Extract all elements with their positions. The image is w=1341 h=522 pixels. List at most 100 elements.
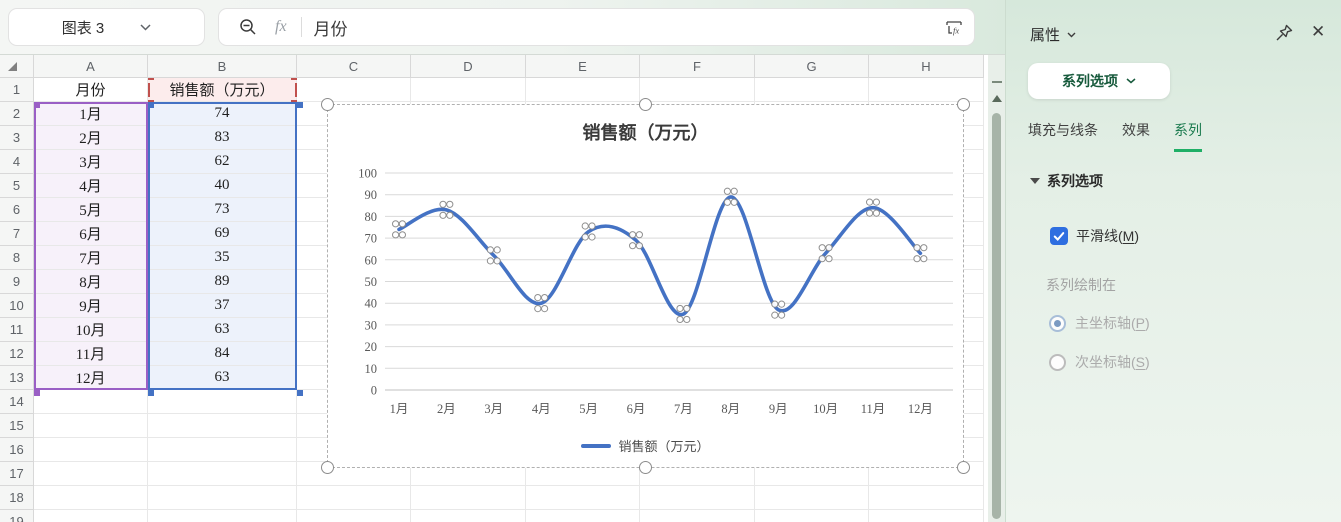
cell[interactable]: 11月	[34, 342, 148, 366]
data-point-selection-handle[interactable]	[676, 315, 684, 324]
data-point-selection-handle[interactable]	[398, 220, 407, 228]
data-point-selection-handle[interactable]	[541, 294, 549, 302]
row-header[interactable]: 3	[0, 126, 34, 150]
column-header[interactable]: A	[34, 55, 148, 78]
row-header[interactable]: 12	[0, 342, 34, 366]
data-point-selection-handle[interactable]	[581, 233, 589, 241]
chart-resize-handle[interactable]	[639, 98, 652, 111]
row-header[interactable]: 15	[0, 414, 34, 438]
fx-icon[interactable]: fx	[275, 18, 287, 35]
chart-resize-handle[interactable]	[957, 98, 970, 111]
cell[interactable]	[526, 486, 640, 510]
tab-fill-and-line[interactable]: 填充与线条	[1028, 122, 1098, 138]
data-point-selection-handle[interactable]	[439, 200, 447, 208]
data-point-selection-handle[interactable]	[446, 211, 454, 219]
column-header[interactable]: G	[755, 55, 869, 78]
cell[interactable]: 12月	[34, 366, 148, 390]
column-header[interactable]: H	[869, 55, 984, 78]
data-point-selection-handle[interactable]	[866, 198, 874, 206]
scroll-up-button[interactable]	[992, 95, 1002, 102]
cell[interactable]	[34, 462, 148, 486]
data-point-selection-handle[interactable]	[730, 198, 738, 206]
data-point-selection-handle[interactable]	[872, 209, 881, 217]
data-point-selection-handle[interactable]	[818, 244, 826, 252]
data-point-selection-handle[interactable]	[920, 244, 928, 252]
row-header[interactable]: 10	[0, 294, 34, 318]
cell[interactable]: 10月	[34, 318, 148, 342]
data-point-selection-handle[interactable]	[913, 255, 921, 263]
data-point-selection-handle[interactable]	[486, 246, 494, 254]
series-options-dropdown[interactable]: 系列选项	[1028, 63, 1170, 99]
data-point-selection-handle[interactable]	[581, 222, 589, 230]
cell[interactable]	[148, 438, 297, 462]
column-header[interactable]: F	[640, 55, 755, 78]
cell[interactable]: 89	[148, 270, 297, 294]
scrollbar-thumb[interactable]	[992, 113, 1001, 519]
chart-resize-handle[interactable]	[321, 98, 334, 111]
close-icon[interactable]: ✕	[1311, 22, 1326, 41]
data-point-selection-handle[interactable]	[439, 211, 447, 219]
pin-icon[interactable]	[1274, 23, 1294, 48]
smooth-line-option[interactable]: 平滑线(M)	[1050, 226, 1139, 246]
cell[interactable]: 35	[148, 246, 297, 270]
cell[interactable]	[755, 510, 869, 522]
cell[interactable]	[869, 510, 984, 522]
tab-effects[interactable]: 效果	[1122, 122, 1150, 138]
row-header[interactable]: 7	[0, 222, 34, 246]
cell[interactable]: 84	[148, 342, 297, 366]
data-point-selection-handle[interactable]	[629, 242, 637, 250]
cell[interactable]	[411, 486, 526, 510]
cell[interactable]: 62	[148, 150, 297, 174]
row-header[interactable]: 1	[0, 78, 34, 102]
column-header[interactable]: D	[411, 55, 526, 78]
vertical-scrollbar[interactable]	[988, 55, 1005, 522]
spreadsheet-grid[interactable]: 63 12月 84 11月 63 10月 37 9月 89 8月 35 7月 69 6月 73 5月 40 4月 6…	[0, 55, 988, 522]
cell[interactable]	[297, 510, 411, 522]
select-all-corner[interactable]	[0, 55, 34, 78]
cell[interactable]	[34, 438, 148, 462]
cell[interactable]	[640, 510, 755, 522]
cell[interactable]	[297, 78, 411, 102]
cell[interactable]: 9月	[34, 294, 148, 318]
cell[interactable]: 37	[148, 294, 297, 318]
data-point-selection-handle[interactable]	[683, 315, 691, 324]
row-header[interactable]: 14	[0, 390, 34, 414]
cell[interactable]	[640, 486, 755, 510]
cell[interactable]: 83	[148, 126, 297, 150]
row-header[interactable]: 4	[0, 150, 34, 174]
cell[interactable]: 63	[148, 318, 297, 342]
cell[interactable]	[526, 510, 640, 522]
formula-bar[interactable]: fx 月份 fx	[218, 8, 975, 46]
data-point-selection-handle[interactable]	[872, 198, 881, 206]
data-point-selection-handle[interactable]	[723, 187, 731, 195]
panel-title[interactable]: 属性	[1030, 24, 1076, 45]
checkbox-checked-icon[interactable]	[1050, 227, 1068, 245]
cell[interactable]: 40	[148, 174, 297, 198]
cell[interactable]	[34, 510, 148, 522]
data-point-selection-handle[interactable]	[588, 222, 596, 230]
cell[interactable]	[148, 390, 297, 414]
cell[interactable]: 7月	[34, 246, 148, 270]
data-point-selection-handle[interactable]	[534, 305, 542, 313]
cell[interactable]	[34, 390, 148, 414]
data-point-selection-handle[interactable]	[541, 305, 549, 313]
data-point-selection-handle[interactable]	[778, 300, 786, 308]
cell[interactable]	[148, 414, 297, 438]
data-point-selection-handle[interactable]	[486, 257, 494, 265]
row-header[interactable]: 16	[0, 438, 34, 462]
row-header[interactable]: 6	[0, 198, 34, 222]
data-point-selection-handle[interactable]	[778, 311, 786, 319]
data-point-selection-handle[interactable]	[588, 233, 596, 241]
cell[interactable]	[640, 78, 755, 102]
data-point-selection-handle[interactable]	[825, 244, 833, 252]
data-point-selection-handle[interactable]	[866, 209, 874, 217]
cell[interactable]	[34, 486, 148, 510]
cell[interactable]: 销售额（万元）	[148, 78, 297, 102]
cell[interactable]: 6月	[34, 222, 148, 246]
data-point-selection-handle[interactable]	[723, 198, 731, 206]
data-point-selection-handle[interactable]	[392, 220, 400, 228]
data-point-selection-handle[interactable]	[398, 231, 407, 239]
cell[interactable]: 5月	[34, 198, 148, 222]
data-point-selection-handle[interactable]	[635, 242, 643, 250]
data-point-selection-handle[interactable]	[629, 231, 637, 239]
